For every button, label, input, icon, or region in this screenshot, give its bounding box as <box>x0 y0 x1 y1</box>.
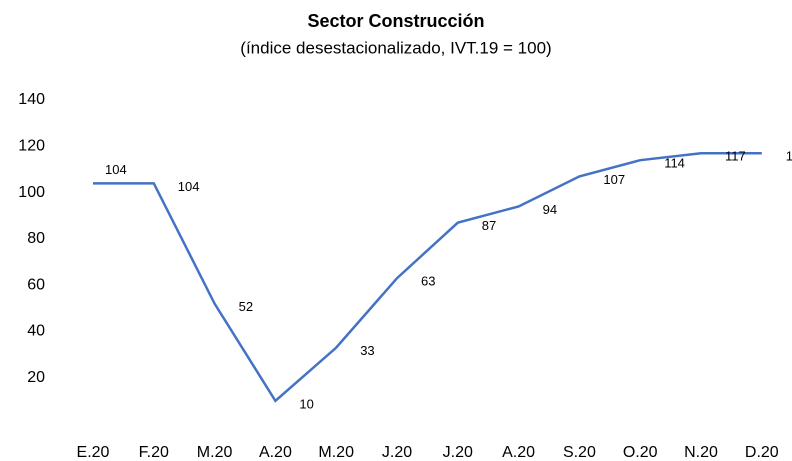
x-tick-label: D.20 <box>745 444 779 461</box>
x-tick-label: J.20 <box>443 444 473 461</box>
data-label: 33 <box>360 343 374 358</box>
y-tick-label: 60 <box>27 276 45 293</box>
data-label: 107 <box>603 172 625 187</box>
y-tick-label: 140 <box>18 91 45 108</box>
x-tick-label: M.20 <box>318 444 354 461</box>
chart-subtitle: (índice desestacionalizado, IVT.19 = 100… <box>240 38 551 57</box>
data-line <box>93 151 762 403</box>
y-tick-label: 80 <box>27 230 45 247</box>
x-tick-label: O.20 <box>623 444 658 461</box>
y-tick-label: 100 <box>18 184 45 201</box>
data-label: 94 <box>543 202 557 217</box>
x-tick-label: N.20 <box>684 444 718 461</box>
chart-title: Sector Construcción <box>307 11 484 31</box>
x-tick-label: F.20 <box>139 444 169 461</box>
y-tick-label: 40 <box>27 323 45 340</box>
y-tick-label: 120 <box>18 138 45 155</box>
data-label: 104 <box>105 162 127 177</box>
data-label: 87 <box>482 218 496 233</box>
y-tick-label: 20 <box>27 369 45 386</box>
data-label: 52 <box>239 299 253 314</box>
x-tick-label: E.20 <box>77 444 110 461</box>
data-label: 117 <box>725 149 746 164</box>
x-tick-label: A.20 <box>259 444 292 461</box>
data-label: 63 <box>421 274 435 289</box>
x-tick-label: A.20 <box>502 444 535 461</box>
x-tick-label: J.20 <box>382 444 412 461</box>
data-label: 114 <box>664 156 685 171</box>
data-label: 104 <box>178 179 200 194</box>
x-tick-label: S.20 <box>563 444 596 461</box>
x-tick-label: M.20 <box>197 444 233 461</box>
data-label: 10 <box>299 396 313 411</box>
data-label: 117 <box>786 149 792 164</box>
